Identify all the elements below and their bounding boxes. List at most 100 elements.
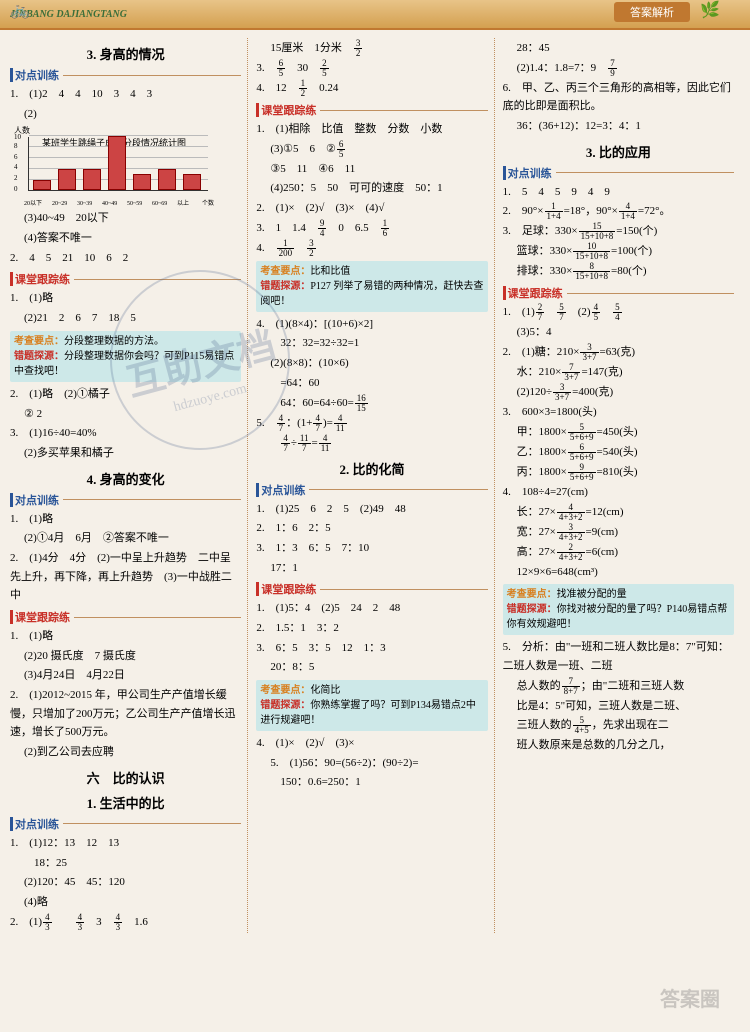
section-title: 4. 身高的变化 [10,469,241,488]
section-title: 3. 比的应用 [503,142,734,161]
answer-line: 4. 108÷4=27(cm) [503,483,734,502]
band-ketang: 课堂跟踪练 [10,271,241,287]
answer-line: (3)4月24日 4月22日 [10,666,241,685]
answer-line: (2)多买苹果和橘子 [10,444,241,463]
answer-line: 20：8：5 [256,658,487,677]
answer-line: 篮球：330×1015+10+8=100(个) [503,242,734,261]
answer-line: 1. (1)略 [10,289,241,308]
answer-line: (2)21 2 6 7 18 5 [10,309,241,328]
band-ketang: 课堂跟踪练 [503,285,734,301]
answer-line: (2)①4月 6月 ②答案不唯一 [10,529,241,548]
chart-bar [183,174,201,190]
answer-line: 乙：1800×65+6+9=540(头) [503,443,734,462]
answer-line: 2. (1)4分 4分 (2)一中呈上升趋势 二中呈先上升，再下降，再上升趋势 … [10,549,241,605]
answer-line: 64：60=64÷60=1615 [256,394,487,413]
column-3: 28：45 (2)1.4：1.8=7：9 79 6. 甲、乙、丙三个三角形的高相… [503,38,740,933]
header-decoration-right: 🌿 [700,0,740,28]
answer-line: 3. (1)16÷40=40% [10,424,241,443]
band-ketang: 课堂跟踪练 [256,102,487,118]
answer-line: 1. (1)25 6 2 5 (2)49 48 [256,500,487,519]
answer-line: 2. (1)× (2)√ (3)× (4)√ [256,199,487,218]
answer-line: 长：27×44+3+2=12(cm) [503,503,734,522]
answer-line: 5. 分析：由"一班和二班人数比是8：7"可知：二班人数是一班、二班 [503,638,734,675]
chart-bar [83,169,101,191]
answer-line: (2) [10,105,241,124]
section-title: 六 比的认识 [10,768,241,787]
header-decoration-left: 🚲 [10,0,50,28]
answer-line: (4)答案不唯一 [10,229,241,248]
answer-line: 1. 5 4 5 9 4 9 [503,183,734,202]
answer-line: 1. (1)相除 比值 整数 分数 小数 [256,120,487,139]
answer-line: (3)①5 6 ②65 [256,140,487,159]
answer-line: (3)5：4 [503,323,734,342]
answer-line: 3. 6：5 3：5 12 1：3 [256,639,487,658]
section-title: 3. 身高的情况 [10,44,241,63]
band-ketang: 课堂跟踪练 [10,609,241,625]
bar-chart: 人数 某班学生跳绳子成绩分段情况统计图 02 46 810 20以下 20~29… [14,125,214,205]
answer-line: 3. 600×3=1800(头) [503,403,734,422]
answer-line: (4)略 [10,893,241,912]
answer-line: 4. 12 12 0.24 [256,79,487,98]
answer-line: 2. (1)43 43 3 43 1.6 [10,913,241,932]
answer-line: (2)(8×8)：(10×6) [256,354,487,373]
column-1: 3. 身高的情况 对点训练 1. (1)2 4 4 10 3 4 3 (2) 人… [10,38,248,933]
answer-line: 17：1 [256,559,487,578]
answer-line: 2. (1)2012~2015 年，甲公司生产产值增长缓慢，只增加了200万元；… [10,686,241,742]
answer-line: 4. 1200 32 [256,239,487,258]
answer-line: 比是4：5"可知，三班人数是二班、 [503,697,734,716]
answer-line: 3. 65 30 25 [256,59,487,78]
chart-bar [108,136,126,190]
answer-line: 47÷117=411 [256,434,487,453]
answer-line: 36：(36+12)：12=3：4：1 [503,117,734,136]
answer-line: 2. 90°×11+4=18°，90°×41+4=72°。 [503,202,734,221]
page-header: 🚲 JINBANG DAJIANGTANG 答案解析 🌿 [0,0,750,30]
answer-line: 1. (1)2 4 4 10 3 4 3 [10,85,241,104]
chart-bar [133,174,151,190]
answer-line: 2. (1)糖：210×33+7=63(克) [503,343,734,362]
answer-line: (2)120÷33+7=400(克) [503,383,734,402]
answer-line: 2. 4 5 21 10 6 2 [10,249,241,268]
answer-line: 2. 1：6 2：5 [256,519,487,538]
answer-line: 1. (1)略 [10,627,241,646]
answer-line: 1. (1)5：4 (2)5 24 2 48 [256,599,487,618]
chart-bar [33,180,51,191]
band-dianxun: 对点训练 [503,165,734,181]
answer-line: 5. 47：(1+47)=411 [256,414,487,433]
answer-line: 水：210×73+7=147(克) [503,363,734,382]
answer-line: 12×9×6=648(cm³) [503,563,734,582]
answer-line: (3)40~49 20以下 [10,209,241,228]
answer-line: 总人数的78+7；由"二班和三班人数 [503,677,734,696]
answer-line: 三班人数的54+5，先求出现在二 [503,716,734,735]
answer-line: 班人数原来是总数的几分之几， [503,736,734,755]
band-dianxun: 对点训练 [10,492,241,508]
answer-line: 1. (1)略 [10,510,241,529]
chart-bar [58,169,76,191]
answer-line: =64：60 [256,374,487,393]
answer-line: 4. (1)× (2)√ (3)× [256,734,487,753]
band-dianxun: 对点训练 [256,482,487,498]
section-subtitle: 1. 生活中的比 [10,793,241,812]
column-2: 15厘米 1分米 32 3. 65 30 25 4. 12 12 0.24 课堂… [256,38,494,933]
answer-line: 高：27×24+3+2=6(cm) [503,543,734,562]
answer-line: ③5 11 ④6 11 [256,160,487,179]
answer-line: 3. 1 1.4 94 0 6.5 16 [256,219,487,238]
band-dianxun: 对点训练 [10,67,241,83]
answer-line: 1. (1)12：13 12 13 [10,834,241,853]
content-area: 3. 身高的情况 对点训练 1. (1)2 4 4 10 3 4 3 (2) 人… [0,30,750,941]
answer-line: 6. 甲、乙、丙三个三角形的高相等，因此它们底的比即是面积比。 [503,79,734,116]
answer-line: 32：32=32÷32=1 [256,334,487,353]
answer-line: 15厘米 1分米 32 [256,39,487,58]
header-title-right: 答案解析 [614,2,690,22]
answer-line: 4. (1)(8×4)：[(10+6)×2] [256,315,487,334]
answer-line: 2. 1.5：1 3：2 [256,619,487,638]
answer-line: 宽：27×34+3+2=9(cm) [503,523,734,542]
section-title: 2. 比的化简 [256,459,487,478]
chart-bar [158,169,176,191]
answer-line: ② 2 [10,405,241,424]
answer-line: (2)120：45 45：120 [10,873,241,892]
answer-line: 排球：330×815+10+8=80(个) [503,262,734,281]
answer-line: (2)20 摄氏度 7 摄氏度 [10,647,241,666]
answer-line: 1. (1)27 57 (2)45 54 [503,303,734,322]
note-box: 考查要点：分段整理数据的方法。 错题探源：分段整理数据你会吗？可到P115易错点… [10,331,241,382]
note-box: 考查要点：找准被分配的量 错题探源：你找对被分配的量了吗？P140易错点帮你有效… [503,584,734,635]
